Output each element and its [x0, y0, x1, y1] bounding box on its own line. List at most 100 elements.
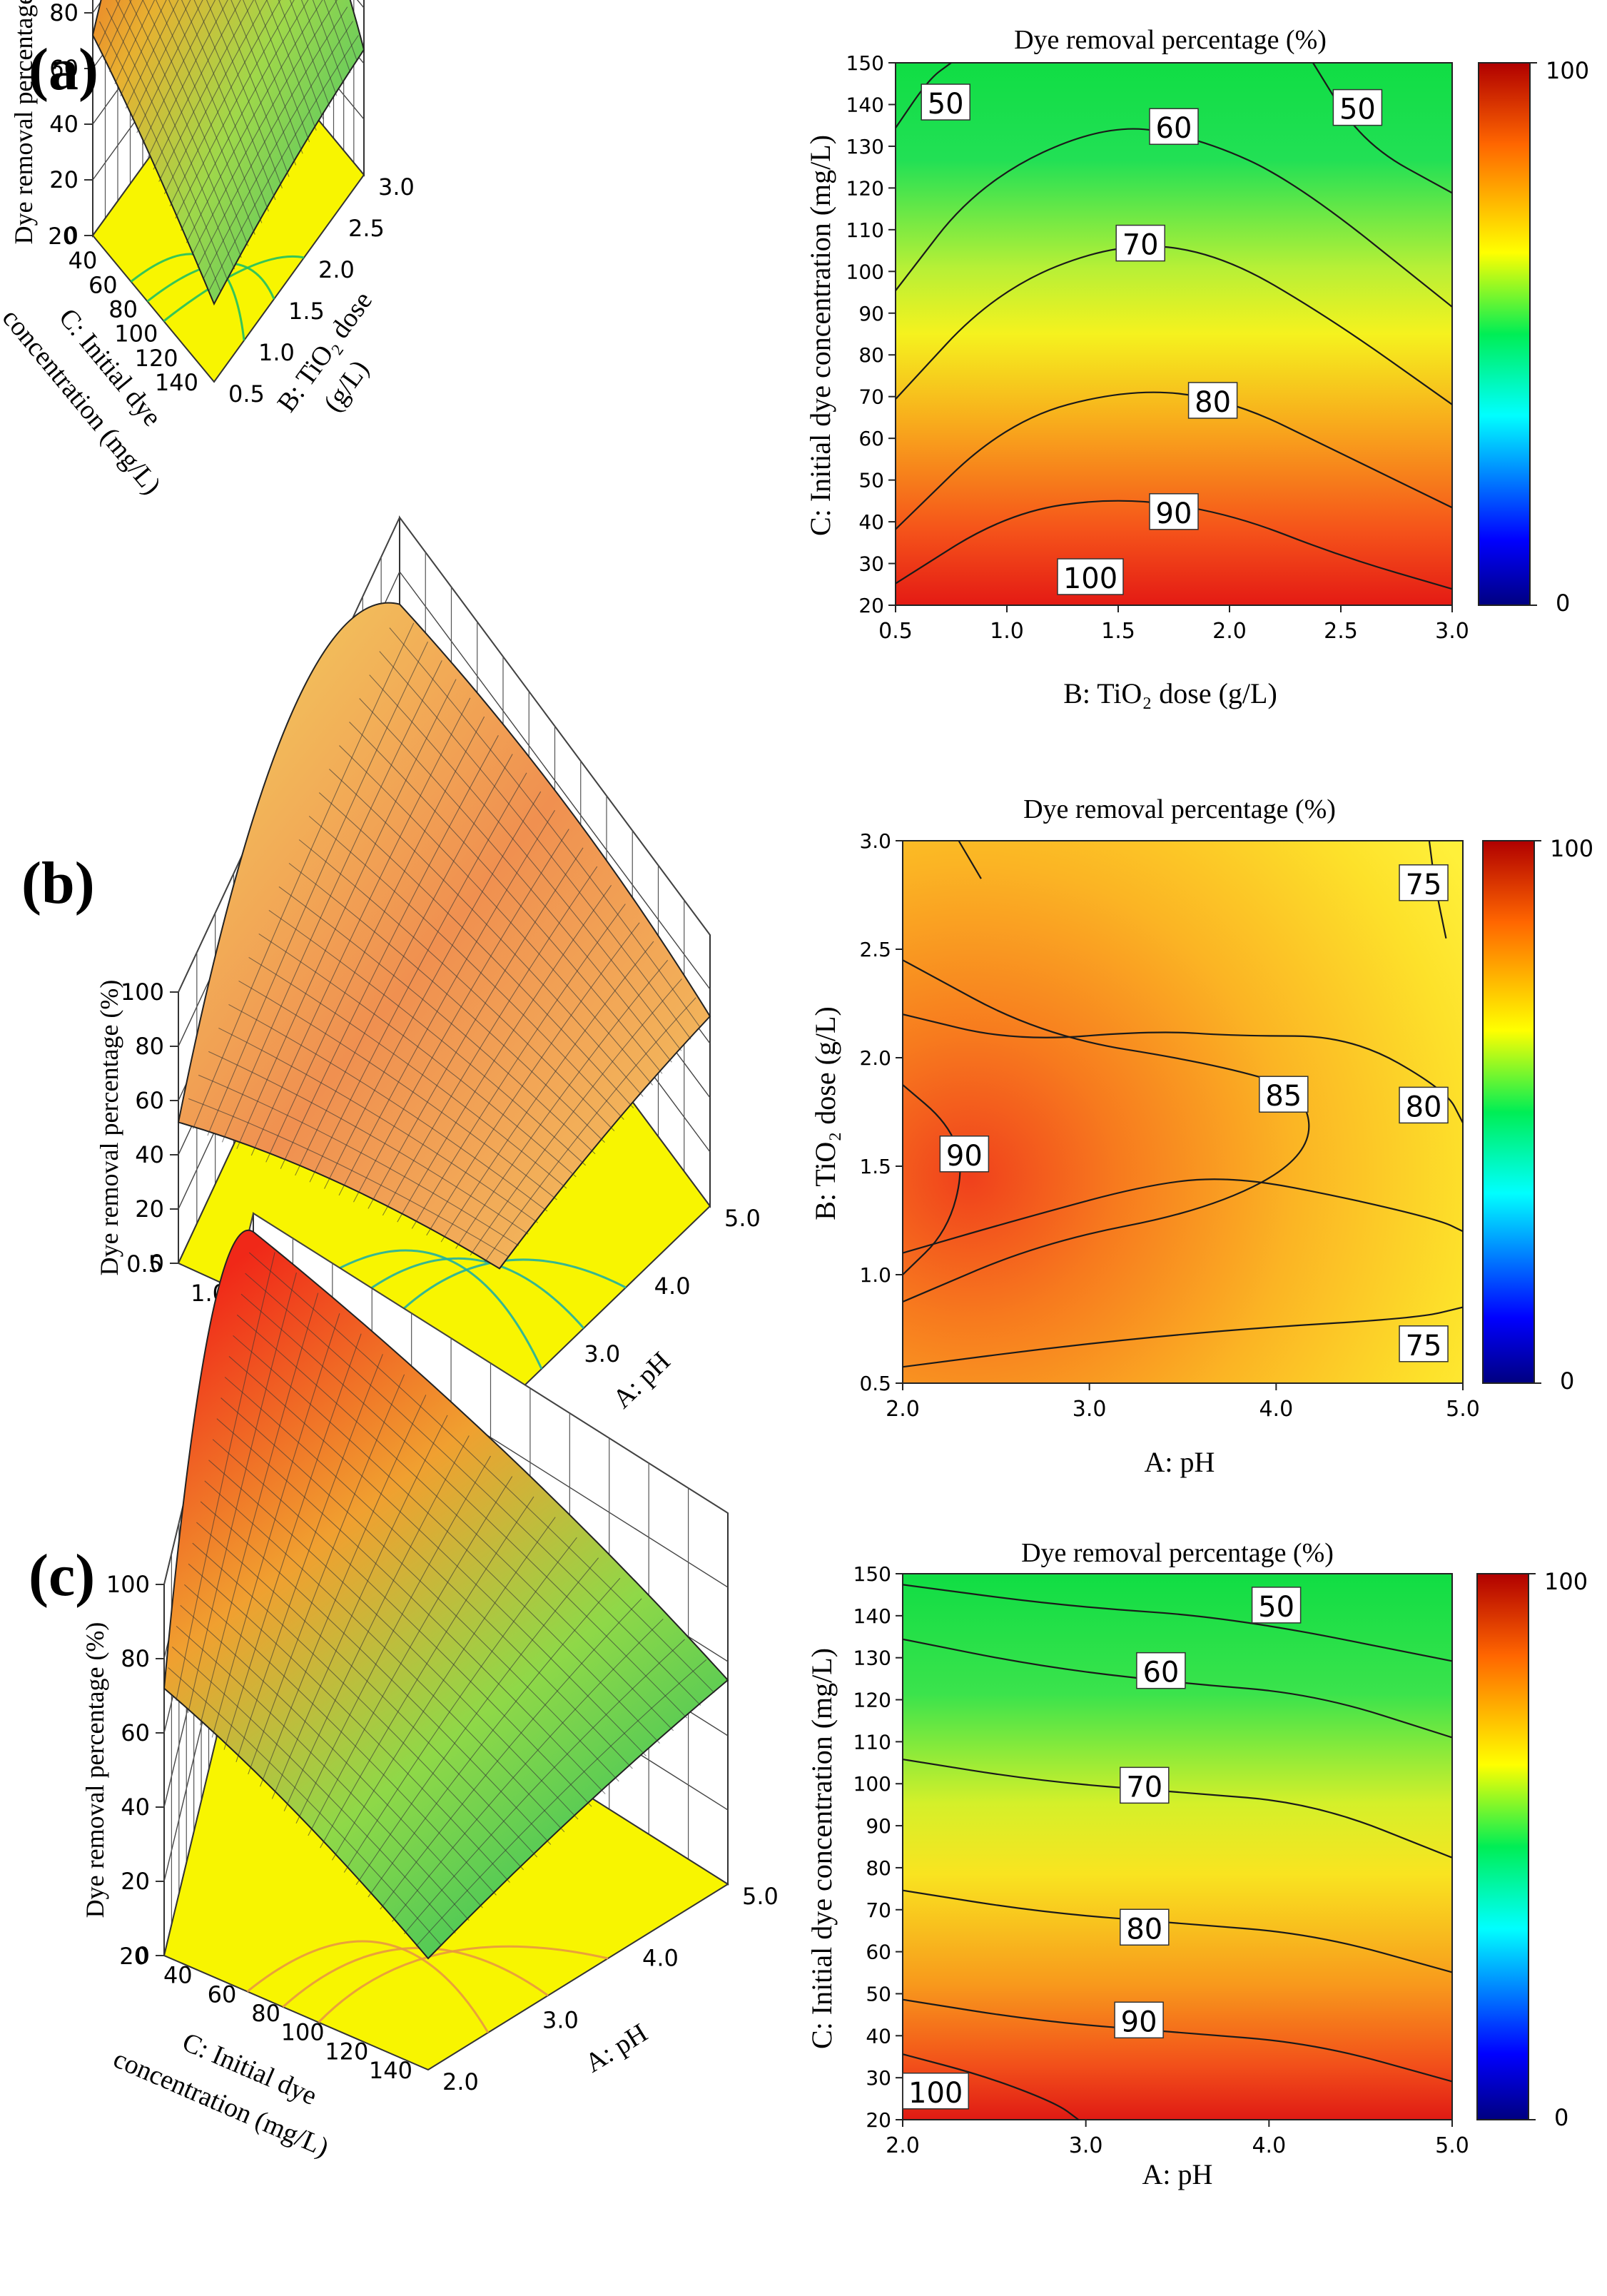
panel-0-mesh-line: [266, 0, 317, 131]
panel-1-ztick-label: 60: [135, 1087, 164, 1114]
panel-0-left-tick-label: 140: [155, 369, 198, 396]
panel-0-mesh-line: [120, 0, 167, 97]
panel-2-mesh-line: [295, 1455, 491, 1824]
panel-2-mesh-line: [367, 1577, 621, 1898]
panel-0-contour-label: 50: [1339, 93, 1376, 126]
panel-0-contour-label-box: [1332, 88, 1383, 126]
panel-1-mesh-line: [397, 884, 612, 1223]
panel-2-ytick-label: 70: [866, 1898, 891, 1922]
panel-2-mesh-line: [212, 1439, 592, 1807]
panel-0-contour-line: [895, 128, 1453, 308]
panel-1-mesh-line: [248, 956, 567, 1189]
panel-2-mesh-line: [224, 1377, 633, 1769]
panel-2-mesh-line: [223, 1333, 362, 1750]
panel-1-colorbar: [1482, 840, 1535, 1384]
panel-1-left-tick-label: 0.5: [126, 1250, 163, 1278]
panel-0-mesh-line: [153, 0, 241, 170]
panel-0-mesh-line: [136, 0, 203, 133]
panel-2-xtick-label: 5.0: [1435, 2133, 1469, 2158]
panel-1-ytick-label: 1.0: [859, 1263, 891, 1287]
panel-2-xtick-label: 2.0: [886, 2133, 920, 2158]
panel-2-floor-contour: [282, 1946, 549, 2008]
panel-0-xtick-label: 0.5: [878, 619, 913, 644]
panel-1-contour-label-box: [1259, 1076, 1309, 1113]
panel-1-contour-plot: 75 90 85 80 75 2.0 3.0 4.0 5.0 0.5 1.0 1.5 2.0 2.5 3.0…: [809, 794, 1593, 1478]
panel-2-mesh-line: [392, 1618, 664, 1922]
panel-1-mesh-line: [440, 941, 654, 1243]
panel-0-ytick-label: 60: [858, 427, 884, 450]
panel-2-contour-label-box: [1120, 1908, 1170, 1946]
panel-1-mesh-line: [250, 697, 471, 1156]
panel-0-left-tick-label: 80: [108, 296, 138, 323]
panel-1-mesh-line: [349, 722, 663, 1074]
panel-0-contour-ylabel: C: Initial dye concentration (mg/L): [804, 135, 836, 536]
panel-0-mesh-line: [335, 0, 358, 61]
panel-1-ztick-label: 20: [135, 1195, 164, 1223]
panel-2-mesh-line: [380, 1598, 642, 1910]
panel-1-contour-label-box: [939, 1136, 990, 1173]
panel-2-ytick-label: 50: [866, 1982, 891, 2006]
panel-1-ytick-label: 2.0: [859, 1046, 891, 1070]
panel-0-mesh-line: [114, 0, 156, 84]
panel-2-mesh-line: [211, 1313, 340, 1738]
panel-2-ztick-label: 40: [121, 1794, 150, 1821]
panel-2-mesh-line: [260, 1395, 427, 1787]
panel-2-contour-line: [902, 1638, 1453, 1739]
panel-1-mesh-line: [298, 839, 615, 1132]
panel-0-mesh-line: [278, 0, 324, 119]
panel-0-mesh-line: [155, 0, 255, 235]
panel-1-mesh-line: [426, 922, 640, 1236]
panel-0-ytick-label: 150: [846, 51, 884, 75]
panel-1-mesh-line: [339, 745, 653, 1086]
panel-0-mesh-line: [230, 0, 297, 166]
panel-0-mesh-line: [168, 0, 263, 223]
panel-0-mesh-line: [197, 6, 348, 268]
panel-2-right-tick-label: 3.0: [542, 2006, 579, 2033]
panel-2-contour-plot: 50 60 70 80 90 100 2.0 3.0 4.0 5.0 20 30 40 50 60 70 80 9…: [806, 1538, 1588, 2190]
panel-0-ytick-label: 40: [858, 510, 884, 534]
panel-1-contour-label-box: [1399, 1325, 1449, 1362]
panel-1-contour-line: [958, 840, 982, 879]
panel-0-left-tick-label: 40: [69, 247, 98, 274]
panel-1-mesh-line: [280, 735, 499, 1169]
panel-1-mesh-line: [265, 716, 485, 1163]
panel-0-ytick-label: 80: [858, 343, 884, 367]
panel-0-right-tick-label: 3.0: [378, 173, 415, 201]
panel-2-floor-contour: [246, 1940, 490, 2033]
panel-2-contour-label-box: [1114, 2001, 1164, 2039]
panel-2-xtick-label: 4.0: [1252, 2133, 1286, 2158]
panel-2-right-tick-label: 5.0: [742, 1883, 779, 1910]
panel-2-ytick-label: 110: [853, 1730, 891, 1754]
panel-2-mesh-line: [228, 1356, 647, 1756]
panel-0-contour-label-box: [1149, 108, 1199, 145]
panel-2-mesh-line: [248, 1374, 405, 1775]
panel-2-contour-ylabel: C: Initial dye concentration (mg/L): [806, 1648, 838, 2049]
panel-0-ytick-label: 140: [846, 93, 884, 116]
panel-1-contour-label: 75: [1406, 1330, 1442, 1362]
panel-1-ytick-label: 1.5: [859, 1155, 891, 1178]
panel-1-contour-xlabel: A: pH: [1145, 1446, 1215, 1478]
panel-0-z-axis-label: Dye removal percentage (%): [9, 0, 38, 244]
panel-0-floor-contour: [163, 255, 305, 323]
panel-0-right-tick-label: 1.5: [288, 298, 325, 325]
panel-1-ztick-label: 0: [150, 1250, 164, 1277]
panel-1-mesh-line: [389, 627, 701, 1028]
panel-0-mesh-line: [254, 0, 310, 143]
panel-0-ytick-label: 110: [846, 218, 884, 242]
panel-2-colorbar-min: 0: [1554, 2104, 1568, 2131]
panel-2-mesh-line: [216, 1418, 606, 1794]
panel-0-mesh-line: [175, 0, 295, 219]
panel-1-contour-field: [902, 840, 1464, 1384]
panel-0-left-tick-label: 100: [114, 320, 158, 348]
panel-2-mesh-line: [343, 1537, 577, 1873]
panel-0-contour-line: [895, 62, 952, 128]
panel-0-right-tick-label: 0.5: [228, 380, 265, 408]
panel-2-left-tick-label: 80: [251, 2000, 280, 2027]
panel-0-right-tick-label: 2.0: [318, 256, 355, 283]
panel-2-mesh-line: [331, 1517, 556, 1861]
panel-2-contour-title: Dye removal percentage (%): [1021, 1538, 1334, 1568]
panel-0-contour-line: [895, 500, 1453, 590]
panel-0-left-tick-label: 60: [88, 271, 118, 298]
panel-2-contour-label-box: [1136, 1652, 1186, 1689]
panel-2-z-axis-label: Dye removal percentage (%): [81, 1622, 109, 1918]
